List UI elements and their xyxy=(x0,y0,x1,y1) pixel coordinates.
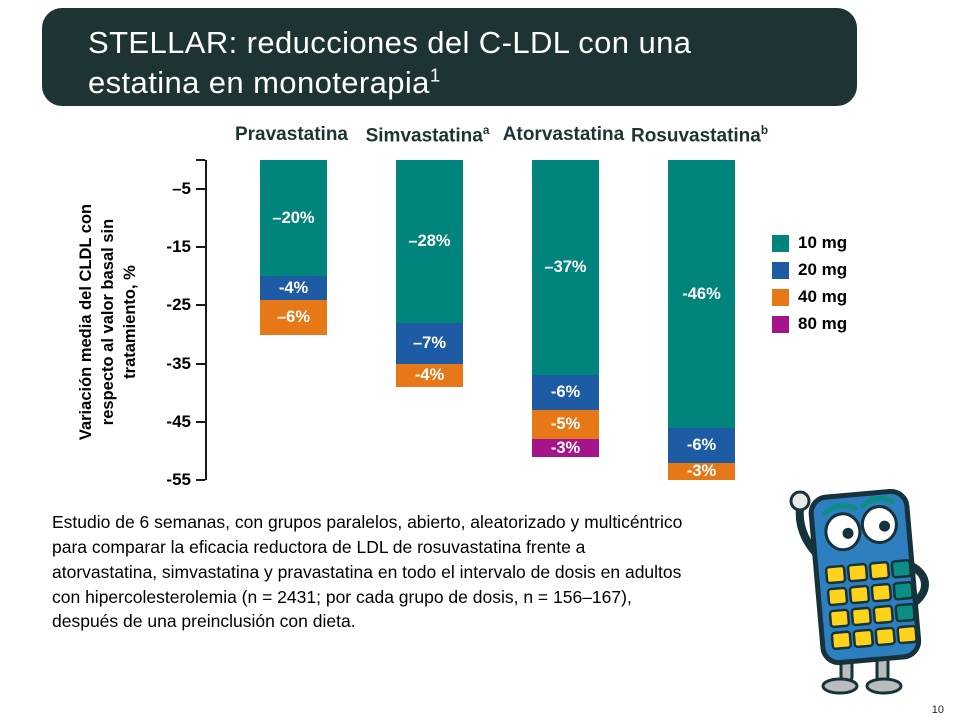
mascot-left-hand xyxy=(789,490,811,512)
bar-value-label: -5% xyxy=(550,415,581,434)
y-axis-tick xyxy=(196,304,205,307)
y-axis-tick xyxy=(196,159,205,161)
legend-item: 40 mg xyxy=(772,287,847,307)
bar-segment: –7% xyxy=(396,322,463,364)
title-banner: STELLAR: reducciones del C-LDL con una es… xyxy=(42,8,857,106)
bar-value-label: –37% xyxy=(544,258,587,277)
y-axis-title: Variación media del CLDL con respecto al… xyxy=(77,203,139,441)
y-axis-tick-label: -45 xyxy=(166,411,191,431)
bar-segment: -46% xyxy=(668,160,735,428)
y-axis-tick xyxy=(196,246,205,249)
bar-segment: -4% xyxy=(396,363,463,387)
legend-item: 80 mg xyxy=(772,314,847,334)
mascot-body xyxy=(808,488,922,666)
bar-value-label: –7% xyxy=(412,334,447,353)
legend-label: 40 mg xyxy=(798,287,848,306)
legend-label: 20 mg xyxy=(798,260,848,279)
bar-value-label: -4% xyxy=(278,278,309,297)
title-line-2: estatina en monoterapia xyxy=(88,65,430,101)
bar-segment: -4% xyxy=(260,276,327,300)
legend-label: 80 mg xyxy=(798,314,848,333)
bar-segment: –37% xyxy=(532,160,599,376)
bar-value-label: -6% xyxy=(550,383,581,402)
mascot-buttons xyxy=(824,559,918,651)
bar-segment: -6% xyxy=(532,375,599,411)
category-label: Rosuvastatinab xyxy=(630,124,769,147)
bar-segment: –20% xyxy=(260,160,327,277)
bar-segment: –28% xyxy=(396,160,463,323)
y-axis-tick-label: -35 xyxy=(166,353,191,373)
study-footnote: Estudio de 6 semanas, con grupos paralel… xyxy=(52,512,683,632)
legend-swatch xyxy=(772,261,789,279)
title-reference-superscript: 1 xyxy=(429,64,441,86)
bar-segment: -6% xyxy=(668,427,735,463)
y-axis-tick xyxy=(196,188,205,191)
y-axis-tick-label: –5 xyxy=(172,179,191,199)
y-axis-tick-label: -15 xyxy=(166,237,191,257)
bar-value-label: -4% xyxy=(414,366,445,384)
mascot-legs xyxy=(821,652,903,695)
chart-legend: 10 mg 20 mg 40 mg 80 mg xyxy=(772,233,847,334)
legend-label: 10 mg xyxy=(798,233,848,252)
y-axis-tick-label: -25 xyxy=(166,295,191,315)
y-axis-tick xyxy=(196,362,205,365)
category-label: Pravastatina xyxy=(234,124,348,145)
y-axis-tick xyxy=(196,420,205,423)
legend-item: 20 mg xyxy=(772,260,847,280)
legend-swatch xyxy=(772,288,789,306)
legend-swatch xyxy=(772,234,789,252)
category-label: Atorvastatina xyxy=(502,124,625,145)
y-axis-tick-label: -55 xyxy=(166,470,191,489)
plot-area: –20% -4% –6% –28% –7% -4% –37% -6% -5% -3% -46% -6%… xyxy=(166,159,765,489)
legend-swatch xyxy=(772,315,789,333)
bar-value-label: -6% xyxy=(686,435,717,454)
bar-value-label: -3% xyxy=(550,438,581,457)
title-line-1: STELLAR: reducciones del C-LDL con una xyxy=(88,25,692,60)
page-number: 10 xyxy=(931,704,944,716)
bar-value-label: –20% xyxy=(272,208,315,227)
bar-segment: –6% xyxy=(260,299,327,335)
bar-segment: -3% xyxy=(668,462,735,480)
bar-segment: -5% xyxy=(532,410,599,440)
legend-item: 10 mg xyxy=(772,233,847,253)
y-axis-tick xyxy=(196,479,205,481)
bar-segment: -3% xyxy=(532,438,599,457)
bar-value-label: –28% xyxy=(408,232,451,251)
category-headers: Pravastatina Simvastatinaa Atorvastatina Ro… xyxy=(205,124,805,150)
bar-value-label: -3% xyxy=(686,462,717,480)
category-label: Simvastatinaa xyxy=(365,124,490,147)
bar-value-label: –6% xyxy=(276,307,311,326)
page-title: STELLAR: reducciones del C-LDL con una es… xyxy=(42,8,857,104)
calculator-mascot-illustration xyxy=(789,488,929,695)
bar-value-label: -46% xyxy=(682,284,721,303)
